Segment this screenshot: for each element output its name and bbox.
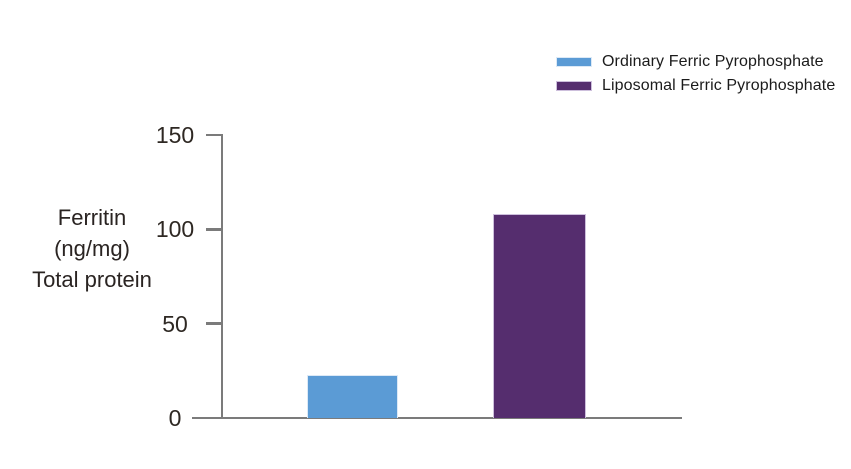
bar-liposomal-ferric-pyrophosphate (493, 214, 586, 418)
legend-swatch-liposomal (556, 81, 592, 91)
legend-label-liposomal: Liposomal Ferric Pyrophosphate (602, 77, 836, 94)
y-tick-mark-100 (206, 228, 222, 231)
x-axis-line (192, 416, 682, 420)
legend-item-ordinary: Ordinary Ferric Pyrophosphate (556, 50, 835, 74)
y-tick-label-150: 150 (155, 122, 195, 148)
y-tick-label-0: 0 (168, 405, 182, 431)
y-tick-label-100: 100 (155, 216, 195, 243)
y-axis-line (220, 134, 223, 419)
legend-item-liposomal: Liposomal Ferric Pyrophosphate (556, 74, 835, 98)
y-axis-title-line-2: (ng/mg) (54, 236, 130, 261)
y-axis-title-line-3: Total protein (32, 267, 152, 292)
y-axis-title: Ferritin (ng/mg) Total protein (12, 202, 172, 295)
chart-legend: Ordinary Ferric Pyrophosphate Liposomal … (556, 50, 835, 98)
y-axis-title-line-1: Ferritin (57, 205, 127, 230)
bar-ordinary-ferric-pyrophosphate (307, 374, 398, 418)
legend-label-ordinary: Ordinary Ferric Pyrophosphate (602, 53, 824, 70)
y-tick-mark-50 (206, 322, 222, 325)
legend-swatch-ordinary (556, 57, 592, 67)
y-tick-mark-150 (206, 133, 222, 137)
y-tick-label-50: 50 (162, 310, 188, 337)
